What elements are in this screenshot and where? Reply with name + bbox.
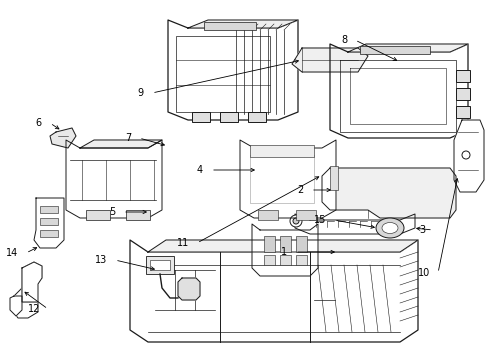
Bar <box>329 166 337 190</box>
Bar <box>220 112 238 122</box>
Text: 9: 9 <box>138 88 143 98</box>
Text: 15: 15 <box>313 215 325 225</box>
Polygon shape <box>178 278 200 300</box>
Circle shape <box>289 215 302 227</box>
Text: 1: 1 <box>280 247 286 257</box>
Text: 6: 6 <box>36 118 42 128</box>
Polygon shape <box>34 198 64 248</box>
Bar <box>264 236 274 252</box>
Text: 5: 5 <box>108 207 115 217</box>
Bar <box>126 210 150 220</box>
Polygon shape <box>329 44 467 138</box>
Bar <box>280 236 290 252</box>
Bar <box>192 112 209 122</box>
Bar <box>295 255 306 265</box>
Bar <box>40 230 58 237</box>
Polygon shape <box>291 48 367 72</box>
Bar <box>203 22 256 30</box>
Polygon shape <box>294 214 414 234</box>
Bar <box>359 46 429 54</box>
Polygon shape <box>50 128 76 148</box>
Bar <box>247 112 265 122</box>
Bar <box>280 255 290 265</box>
Bar <box>150 260 170 270</box>
Polygon shape <box>251 224 317 276</box>
Polygon shape <box>130 240 417 342</box>
Bar <box>455 88 469 100</box>
Text: 12: 12 <box>27 304 40 314</box>
Text: 8: 8 <box>340 35 346 45</box>
Bar <box>146 256 174 274</box>
Bar <box>40 218 58 225</box>
Bar <box>455 106 469 118</box>
Text: 11: 11 <box>176 238 189 248</box>
Polygon shape <box>347 44 467 52</box>
Text: 10: 10 <box>417 268 429 278</box>
Polygon shape <box>148 240 417 252</box>
Text: 2: 2 <box>296 185 303 195</box>
Text: 7: 7 <box>124 133 131 143</box>
Text: 14: 14 <box>6 248 18 258</box>
Bar <box>40 206 58 213</box>
Text: 3: 3 <box>418 225 424 235</box>
Polygon shape <box>187 20 297 28</box>
Polygon shape <box>10 296 22 316</box>
Bar <box>258 210 278 220</box>
Bar <box>295 236 306 252</box>
Polygon shape <box>66 140 162 218</box>
Ellipse shape <box>381 222 397 234</box>
Polygon shape <box>321 168 455 218</box>
Polygon shape <box>168 20 297 120</box>
Circle shape <box>461 151 469 159</box>
Bar <box>295 210 315 220</box>
Text: 13: 13 <box>95 255 107 265</box>
Bar <box>249 155 313 203</box>
Bar <box>86 210 110 220</box>
Bar <box>249 145 313 157</box>
Polygon shape <box>22 262 42 302</box>
Text: 4: 4 <box>197 165 203 175</box>
Ellipse shape <box>375 218 403 238</box>
Circle shape <box>292 218 298 224</box>
Polygon shape <box>80 140 162 148</box>
Bar <box>264 255 274 265</box>
Bar <box>455 70 469 82</box>
Bar <box>176 36 269 112</box>
Polygon shape <box>240 140 335 218</box>
Polygon shape <box>453 120 483 192</box>
